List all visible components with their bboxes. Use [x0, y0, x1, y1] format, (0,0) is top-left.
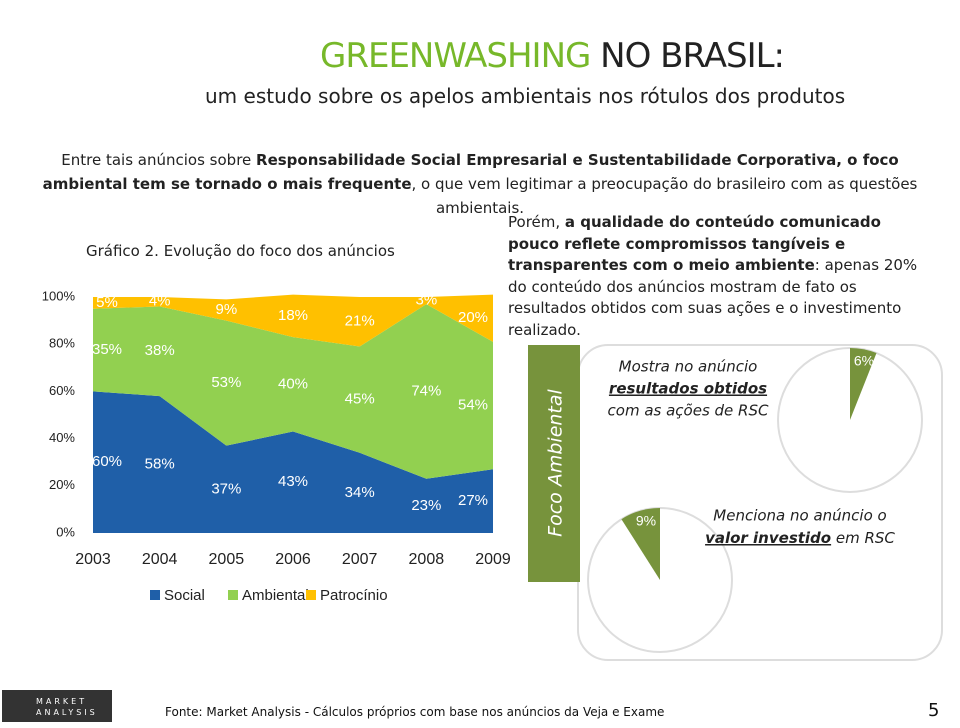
title-dark: NO BRASIL:: [600, 36, 785, 76]
focus-box: [528, 345, 580, 582]
annotation-part: em RSC: [831, 529, 895, 547]
data-label: 53%: [211, 374, 241, 391]
title: GREENWASHING NO BRASIL:: [320, 36, 785, 76]
legend-label: Ambiental: [242, 587, 309, 604]
data-label: 58%: [145, 456, 175, 473]
pie-slice: [850, 348, 877, 420]
x-tick-label: 2009: [475, 551, 511, 568]
intro: Entre tais anúncios sobre Responsabilida…: [40, 148, 920, 220]
right-text-part: Porém,: [508, 213, 565, 231]
x-tick-label: 2005: [209, 551, 245, 568]
right-text-bold: a qualidade do conteúdo comunicado pouco…: [508, 213, 881, 274]
annotation: com as ações de RSC: [608, 402, 769, 420]
intro-text: , o que vem legitimar a preocupação do b…: [411, 175, 918, 217]
annotation: Mostra no anúncio: [619, 358, 758, 376]
legend-label: Patrocínio: [320, 587, 388, 604]
pie-label: 6%: [854, 353, 874, 369]
data-label: 20%: [458, 309, 488, 326]
data-label: 40%: [278, 375, 308, 392]
logo: MARKET ANALYSIS: [2, 690, 112, 722]
x-tick-label: 2004: [142, 551, 178, 568]
data-label: 3%: [415, 292, 437, 309]
data-label: 60%: [92, 453, 122, 470]
data-label: 35%: [92, 341, 122, 358]
annotation: resultados obtidos: [609, 380, 767, 398]
pie-slice: [621, 508, 660, 580]
y-tick-label: 40%: [49, 430, 75, 445]
title-green: GREENWASHING: [320, 36, 591, 76]
area: [93, 304, 493, 479]
y-tick-label: 20%: [49, 477, 75, 492]
x-tick-label: 2003: [75, 551, 111, 568]
y-tick-label: 80%: [49, 336, 75, 351]
data-label: 21%: [345, 313, 375, 330]
data-label: 54%: [458, 397, 488, 414]
data-label: 4%: [149, 293, 171, 310]
y-tick-label: 60%: [49, 383, 75, 398]
annotation: valor investido em RSC: [705, 529, 895, 547]
legend-swatch: [150, 590, 160, 600]
data-label: 27%: [458, 492, 488, 509]
y-tick-label: 100%: [42, 288, 76, 303]
right-text-part: : apenas 20% do conteúdo dos anúncios mo…: [508, 256, 918, 339]
pie: [587, 507, 733, 653]
area: [93, 294, 493, 347]
page-number: 5: [928, 700, 940, 721]
data-label: 5%: [96, 294, 118, 311]
y-tick-label: 0%: [56, 524, 75, 539]
chart-title: Gráfico 2. Evolução do foco dos anúncios: [86, 242, 395, 260]
focus-label: Foco Ambiental: [545, 388, 567, 536]
x-tick-label: 2006: [275, 551, 311, 568]
data-label: 38%: [145, 342, 175, 359]
area: [93, 391, 493, 533]
data-label: 34%: [345, 484, 375, 501]
pie-label: 9%: [636, 513, 656, 529]
data-label: 23%: [411, 497, 441, 514]
data-label: 37%: [211, 480, 241, 497]
subtitle: um estudo sobre os apelos ambientais nos…: [205, 84, 846, 108]
x-tick-label: 2007: [342, 551, 378, 568]
legend-swatch: [228, 590, 238, 600]
source: Fonte: Market Analysis - Cálculos própri…: [165, 705, 665, 719]
data-label: 43%: [278, 473, 308, 490]
legend-label: Social: [164, 587, 205, 604]
data-label: 74%: [411, 382, 441, 399]
intro-text: Entre tais anúncios sobre: [61, 151, 257, 169]
pie: [777, 347, 923, 493]
intro-bold: Responsabilidade Social Empresarial e Su…: [42, 151, 899, 193]
annotation-bold: valor investido: [705, 529, 831, 547]
annotation: Menciona no anúncio o: [713, 507, 886, 525]
data-label: 45%: [345, 391, 375, 408]
right-text: Porém, a qualidade do conteúdo comunicad…: [508, 212, 928, 341]
legend-swatch: [306, 590, 316, 600]
data-label: 9%: [215, 301, 237, 318]
x-tick-label: 2008: [409, 551, 445, 568]
data-label: 18%: [278, 307, 308, 324]
